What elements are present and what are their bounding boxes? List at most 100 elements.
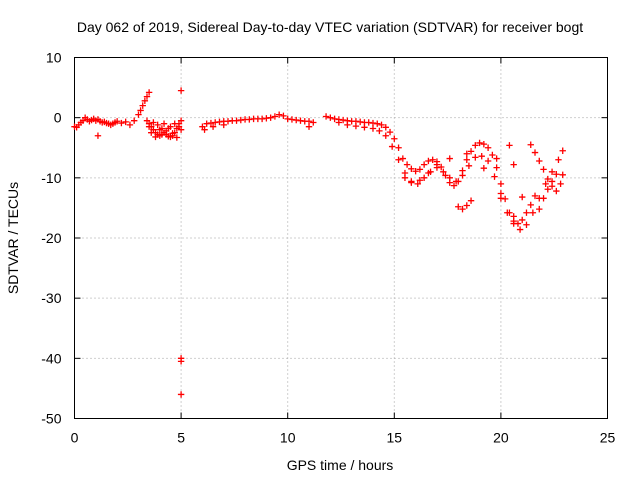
data-point [388,143,396,150]
data-point [141,97,149,105]
data-point [463,150,470,157]
data-point [548,178,556,185]
data-point [408,178,415,185]
y-tick-label: -30 [41,290,61,306]
data-point [386,128,394,136]
series-early [71,89,153,139]
data-point [154,121,161,129]
data-point [391,135,398,142]
data-point [369,125,377,132]
data-point [378,121,385,129]
data-point [177,126,185,133]
data-point [455,203,462,210]
data-point [420,174,428,182]
data-point [361,124,368,131]
data-point [201,126,208,133]
data-point [139,102,146,109]
data-point [130,117,138,124]
data-point [531,192,539,200]
data-point [531,149,539,156]
data-point [510,220,517,227]
data-point [493,164,500,171]
data-point [527,141,534,148]
data-point [412,168,419,175]
data-point [484,157,492,165]
x-tick-label: 25 [600,430,616,446]
data-point [374,120,381,127]
data-point [544,186,552,193]
data-point [416,166,424,173]
data-point [491,173,498,180]
data-point [352,122,360,130]
x-tick-label: 0 [71,430,79,446]
data-point [472,142,479,149]
data-point [493,155,500,162]
data-point [177,87,185,94]
data-point [536,205,543,213]
data-point [480,140,488,148]
data-point [425,169,432,177]
data-point [504,209,511,216]
data-point [510,213,517,220]
data-point [450,182,458,189]
data-point [467,148,475,155]
data-point [425,157,432,165]
data-point [459,205,466,213]
x-tick-label: 20 [493,430,509,446]
data-point [516,226,524,233]
data-point [440,168,447,176]
data-point [376,127,383,135]
series-midday [199,111,317,133]
data-point [401,174,409,182]
data-point [467,197,475,204]
y-tick-label: -10 [41,170,61,186]
data-point [542,180,549,188]
data-point [169,130,176,137]
series-afternoon-b [335,119,566,233]
data-point [540,195,547,202]
data-point [519,216,526,224]
data-point [489,151,496,159]
data-point [559,147,566,154]
series-cluster-3to5 [143,117,185,141]
data-point [382,132,389,139]
data-point [523,209,530,216]
y-tick-label: 0 [54,110,62,126]
data-point [429,156,436,163]
data-point [506,142,513,149]
data-point [145,123,153,130]
data-point [478,152,485,160]
data-point [463,156,470,163]
data-point [177,117,185,124]
data-point [536,157,543,165]
data-point [165,125,172,132]
data-point [148,129,155,136]
data-point [553,171,560,178]
data-point [122,118,129,126]
x-tick-label: 10 [280,430,296,446]
data-point [137,107,144,114]
data-point [310,119,317,126]
data-point [267,114,274,121]
data-point [497,190,505,197]
data-point [559,171,566,179]
data-point [152,133,159,141]
data-point [555,156,562,163]
data-point [322,113,330,120]
data-point [395,144,402,151]
data-point [416,177,424,184]
data-point [177,391,185,398]
y-tick-label: -50 [41,411,61,427]
data-point [484,144,492,151]
data-point [327,114,334,121]
data-point [459,172,466,179]
data-point [523,221,530,228]
y-tick-label: -40 [41,350,61,366]
data-point [118,119,125,127]
data-point [446,174,453,182]
data-point [557,180,564,188]
data-point [463,202,470,209]
data-point [209,123,217,130]
data-point [420,161,428,168]
